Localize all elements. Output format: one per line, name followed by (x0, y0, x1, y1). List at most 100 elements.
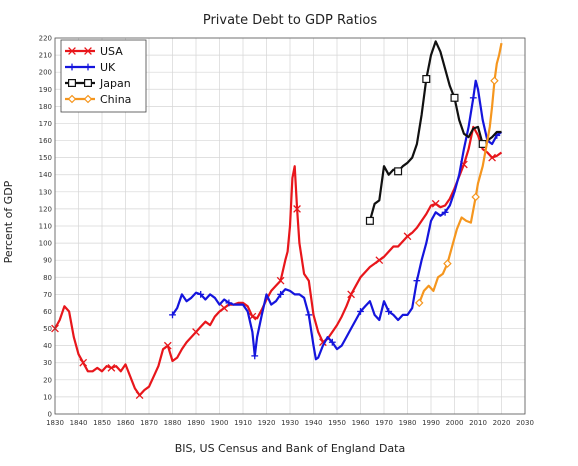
legend: USA UK Japan China (60, 39, 147, 113)
y-tick-label: 100 (39, 240, 52, 248)
x-tick-label: 2010 (469, 419, 487, 427)
data-point-usa (276, 276, 285, 285)
data-point-china (490, 76, 499, 85)
x-tick-label: 1860 (117, 419, 135, 427)
data-point-china (443, 259, 452, 268)
legend-marker-uk (68, 63, 76, 71)
y-tick-label: 180 (39, 103, 52, 111)
series-line-china (418, 42, 503, 304)
data-point-japan (450, 93, 459, 102)
legend-marker-usa (84, 47, 92, 55)
x-tick-label: 2030 (516, 419, 534, 427)
data-point-usa (192, 328, 200, 336)
data-point-usa (79, 358, 88, 367)
data-point-japan (365, 216, 374, 225)
y-tick-label: 210 (39, 52, 52, 60)
data-point-usa (375, 256, 384, 265)
legend-marker-uk (84, 63, 92, 71)
data-point-uk (305, 311, 313, 319)
x-tick-label: 1880 (164, 419, 182, 427)
y-tick-label: 150 (39, 154, 52, 162)
x-tick-label: 1840 (70, 419, 88, 427)
data-point-usa (135, 391, 144, 400)
x-tick-label: 1990 (422, 419, 440, 427)
data-point-uk (251, 352, 259, 360)
data-point-usa (220, 304, 229, 312)
series-line-usa (54, 125, 503, 397)
series-japan (365, 40, 502, 225)
legend-label-japan: Japan (99, 77, 131, 90)
x-tick-label: 1960 (352, 419, 370, 427)
data-point-uk (277, 290, 284, 298)
chart-title: Private Debt to GDP Ratios (203, 13, 378, 28)
x-tick-label: 1950 (328, 419, 346, 427)
y-tick-label: 130 (39, 188, 52, 196)
data-point-china (415, 298, 424, 308)
series-line-japan (368, 40, 502, 222)
y-tick-label: 190 (39, 86, 52, 94)
data-point-usa (293, 205, 301, 213)
y-tick-label: 80 (43, 274, 52, 282)
series-layer (51, 40, 503, 400)
x-tick-label: 2020 (493, 419, 511, 427)
data-point-usa (347, 290, 355, 299)
series-china (415, 42, 503, 308)
data-point-uk (328, 338, 336, 346)
x-tick-label: 1900 (211, 419, 229, 427)
data-point-usa (107, 363, 116, 372)
y-tick-label: 140 (39, 171, 52, 179)
x-axis-label: BIS, US Census and Bank of England Data (175, 442, 405, 455)
y-tick-label: 220 (39, 35, 52, 43)
data-point-uk (441, 208, 449, 216)
data-point-usa (403, 232, 412, 241)
data-point-uk (197, 290, 205, 298)
legend-label-china: China (100, 93, 131, 106)
y-tick-label: 20 (43, 376, 52, 384)
legend-marker-china (83, 94, 93, 104)
x-tick-label: 1930 (281, 419, 299, 427)
x-tick-label: 1850 (93, 419, 111, 427)
x-tick-label: 1870 (140, 419, 158, 427)
legend-label-uk: UK (100, 61, 116, 74)
y-tick-label: 70 (43, 291, 52, 299)
plot-frame (54, 37, 526, 415)
x-tick-label: 1830 (46, 419, 64, 427)
y-tick-label: 60 (43, 308, 52, 316)
data-point-uk (225, 299, 233, 307)
y-tick-label: 0 (48, 411, 52, 419)
data-point-usa (488, 153, 496, 162)
grid (54, 37, 526, 415)
series-usa (51, 125, 503, 400)
data-point-uk (469, 94, 477, 102)
x-tick-label: 1940 (305, 419, 323, 427)
y-tick-label: 160 (39, 137, 52, 145)
legend-marker-china (67, 94, 77, 104)
data-point-china (471, 192, 480, 202)
y-tick-label: 200 (39, 69, 52, 77)
data-point-uk (169, 311, 176, 319)
y-tick-label: 10 (43, 393, 52, 401)
x-tick-label: 2000 (446, 419, 464, 427)
legend-label-usa: USA (100, 45, 123, 58)
legend-marker-japan (67, 78, 76, 87)
data-point-japan (394, 167, 403, 176)
data-point-usa (163, 341, 172, 350)
x-axis-ticks: 1830 1840 1850 1860 1870 1880 1890 1900 1910 1920… (46, 419, 534, 427)
legend-marker-japan (83, 78, 92, 87)
y-tick-label: 110 (39, 223, 52, 231)
x-tick-label: 1910 (234, 419, 252, 427)
y-axis-label: Percent of GDP (2, 180, 15, 263)
series-uk (169, 79, 503, 361)
y-tick-label: 90 (43, 257, 52, 265)
x-tick-label: 1980 (399, 419, 417, 427)
x-tick-label: 1890 (187, 419, 205, 427)
y-axis-ticks: 0 10 20 30 40 50 60 70 80 90 100 110 120 130 140 150 160… (39, 35, 52, 419)
data-point-uk (357, 308, 364, 315)
data-point-japan (422, 75, 431, 84)
data-point-uk (385, 308, 393, 315)
data-point-usa (431, 199, 440, 208)
legend-marker-usa (68, 47, 76, 55)
data-point-uk (413, 277, 421, 285)
y-tick-label: 40 (43, 342, 52, 350)
